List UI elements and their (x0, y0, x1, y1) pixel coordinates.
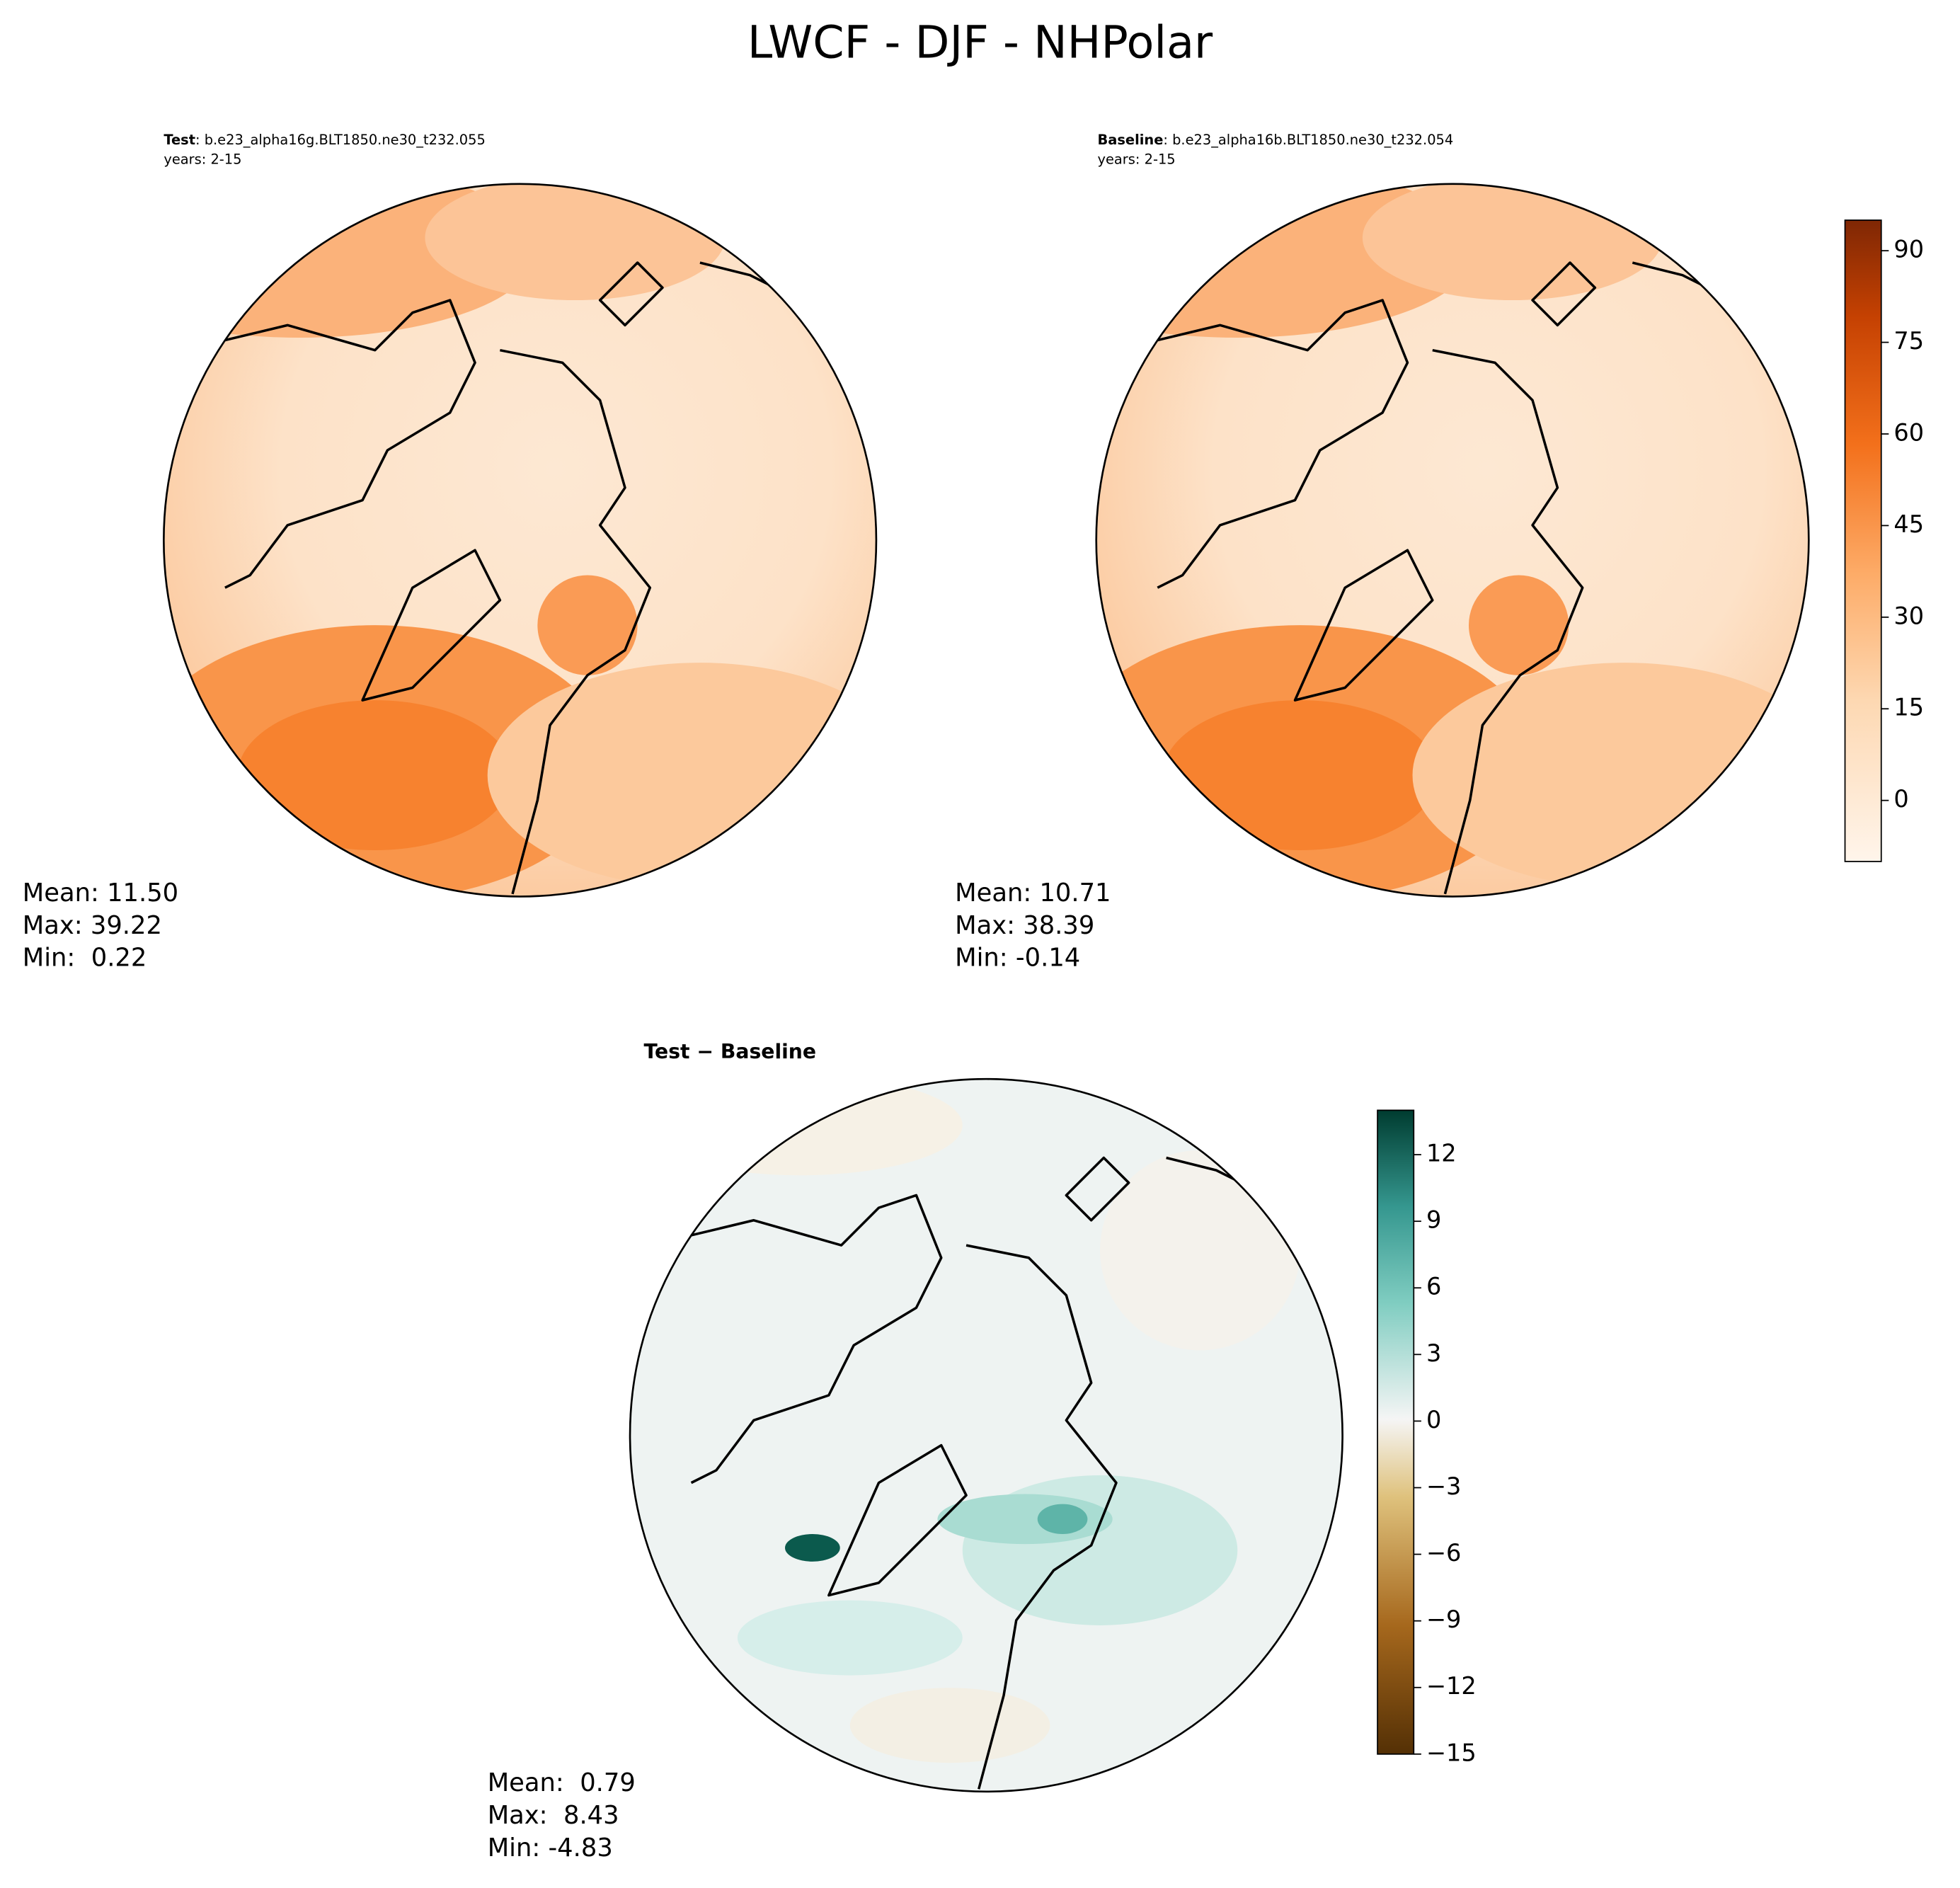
panel-label: Baseline: b.e23_alpha16b.BLT1850.ne30_t2… (1097, 131, 1453, 147)
colorbar (1377, 1109, 1415, 1755)
map-border (163, 183, 878, 898)
stat: Max: 38.39 (955, 911, 1094, 940)
colorbar-tick-label: 60 (1893, 418, 1924, 446)
panel-years: years: 2-15 (1097, 151, 1175, 168)
stat: Max: 8.43 (488, 1801, 619, 1830)
colorbar-tick-label: −9 (1426, 1606, 1461, 1633)
map-baseline (1096, 183, 1809, 897)
stat: Min: 0.22 (23, 944, 147, 973)
colorbar-tick-label: 9 (1426, 1206, 1441, 1234)
colorbar-tick-label: 12 (1426, 1140, 1457, 1167)
colorbar-tick-label: 0 (1893, 785, 1908, 813)
colorbar-tick-label: 3 (1426, 1339, 1441, 1367)
colorbar-tick-label: 6 (1426, 1273, 1441, 1300)
panel-years: years: 2-15 (164, 151, 241, 168)
map-border (629, 1077, 1343, 1793)
colorbar-tick-label: 75 (1893, 327, 1924, 355)
colorbar-tick-label: 15 (1893, 694, 1924, 721)
panel-label-bold: Baseline (1097, 131, 1163, 147)
map-test (164, 183, 876, 897)
colorbar-tick-label: 90 (1893, 236, 1924, 263)
colorbar (1844, 219, 1882, 862)
colorbar-tick-label: −6 (1426, 1539, 1461, 1567)
stat: Min: -0.14 (955, 944, 1080, 973)
colorbar-tick-label: 45 (1893, 510, 1924, 538)
stat: Mean: 10.71 (955, 879, 1111, 908)
figure-title: LWCF - DJF - NHPolar (747, 16, 1213, 68)
map-border (1095, 183, 1810, 898)
colorbar-tick-label: 0 (1426, 1406, 1441, 1434)
colorbar-tick-label: 30 (1893, 602, 1924, 629)
panel-label-rest: : b.e23_alpha16b.BLT1850.ne30_t232.054 (1163, 131, 1453, 147)
stat: Mean: 11.50 (23, 879, 178, 908)
colorbar-tick-label: −12 (1426, 1672, 1477, 1700)
panel-label: Test: b.e23_alpha16g.BLT1850.ne30_t232.0… (164, 131, 486, 147)
map-difference (630, 1079, 1343, 1792)
stat: Min: -4.83 (488, 1833, 613, 1863)
panel-label-bold: Test (164, 131, 195, 147)
panel-label-bold: Test − Baseline (644, 1040, 817, 1063)
panel-label-rest: : b.e23_alpha16g.BLT1850.ne30_t232.055 (195, 131, 486, 147)
stat: Max: 39.22 (23, 911, 162, 940)
colorbar-tick-label: −15 (1426, 1739, 1477, 1766)
stat: Mean: 0.79 (488, 1768, 636, 1797)
colorbar-tick-label: −3 (1426, 1472, 1461, 1500)
